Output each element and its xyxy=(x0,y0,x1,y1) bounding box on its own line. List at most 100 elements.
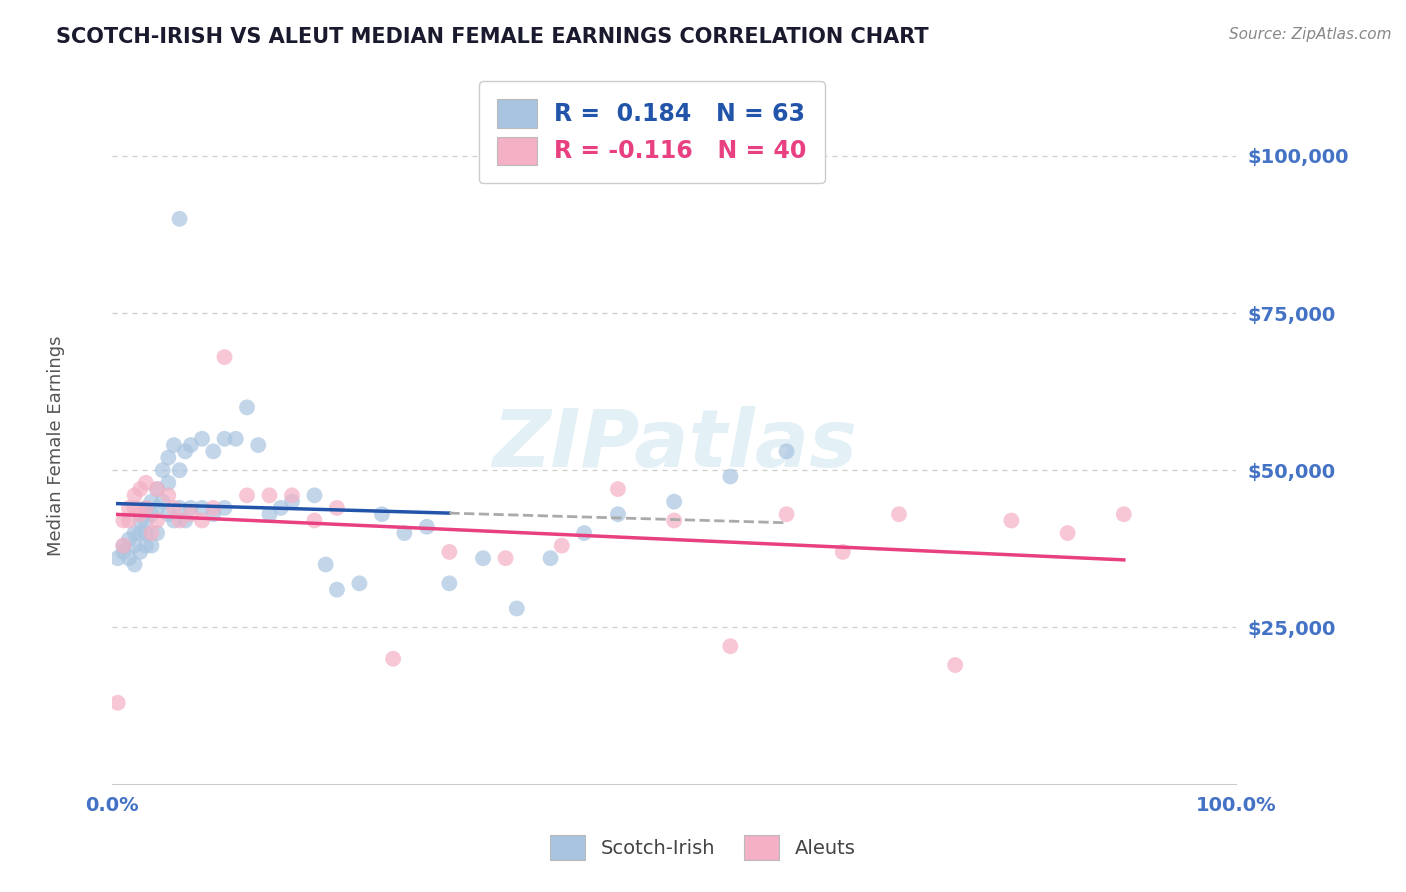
Point xyxy=(157,475,180,490)
Point xyxy=(141,526,163,541)
Point xyxy=(180,438,202,452)
Point xyxy=(169,211,191,226)
Point xyxy=(169,500,191,515)
Point xyxy=(214,500,236,515)
Point xyxy=(326,500,349,515)
Point xyxy=(129,507,152,521)
Point xyxy=(506,601,529,615)
Point xyxy=(472,551,495,566)
Point xyxy=(607,482,630,496)
Point xyxy=(247,438,270,452)
Point xyxy=(135,475,157,490)
Text: ZIPatlas: ZIPatlas xyxy=(492,406,856,484)
Point xyxy=(146,500,169,515)
Point xyxy=(107,696,129,710)
Point xyxy=(157,507,180,521)
Point xyxy=(662,514,685,528)
Point xyxy=(1000,514,1022,528)
Point xyxy=(135,526,157,541)
Point xyxy=(214,350,236,364)
Point xyxy=(304,514,326,528)
Point xyxy=(180,507,202,521)
Point xyxy=(326,582,349,597)
Point xyxy=(775,507,797,521)
Point xyxy=(141,539,163,553)
Point xyxy=(236,401,259,415)
Point xyxy=(107,551,129,566)
Point xyxy=(270,500,292,515)
Point xyxy=(146,526,169,541)
Point xyxy=(174,514,197,528)
Point xyxy=(236,488,259,502)
Point xyxy=(349,576,371,591)
Point xyxy=(943,658,966,673)
Point xyxy=(540,551,562,566)
Legend: Scotch-Irish, Aleuts: Scotch-Irish, Aleuts xyxy=(537,822,869,873)
Point xyxy=(718,639,741,653)
Point xyxy=(202,444,225,458)
Point xyxy=(129,514,152,528)
Point xyxy=(394,526,416,541)
Point xyxy=(495,551,517,566)
Point xyxy=(112,545,135,559)
Point xyxy=(135,500,157,515)
Point xyxy=(157,488,180,502)
Point xyxy=(135,539,157,553)
Point xyxy=(202,500,225,515)
Point xyxy=(135,500,157,515)
Point xyxy=(124,488,146,502)
Point xyxy=(129,526,152,541)
Point xyxy=(574,526,596,541)
Point xyxy=(129,545,152,559)
Point xyxy=(551,539,574,553)
Point xyxy=(225,432,247,446)
Point xyxy=(152,494,174,508)
Point xyxy=(371,507,394,521)
Point xyxy=(191,514,214,528)
Point xyxy=(146,482,169,496)
Point xyxy=(146,482,169,496)
Point xyxy=(124,526,146,541)
Point xyxy=(304,488,326,502)
Point xyxy=(1056,526,1078,541)
Point xyxy=(163,514,186,528)
Point xyxy=(157,450,180,465)
Point xyxy=(129,482,152,496)
Point xyxy=(169,463,191,477)
Legend: R =  0.184   N = 63, R = -0.116   N = 40: R = 0.184 N = 63, R = -0.116 N = 40 xyxy=(479,81,824,183)
Point xyxy=(382,652,405,666)
Point xyxy=(281,488,304,502)
Point xyxy=(662,494,685,508)
Point xyxy=(214,432,236,446)
Point xyxy=(607,507,630,521)
Point xyxy=(259,488,281,502)
Point xyxy=(174,444,197,458)
Point xyxy=(124,500,146,515)
Point xyxy=(112,539,135,553)
Point xyxy=(124,558,146,572)
Point xyxy=(887,507,910,521)
Point xyxy=(146,514,169,528)
Point xyxy=(141,507,163,521)
Point xyxy=(152,463,174,477)
Point xyxy=(118,533,141,547)
Point xyxy=(202,507,225,521)
Point xyxy=(141,494,163,508)
Point xyxy=(1112,507,1135,521)
Point xyxy=(416,520,439,534)
Point xyxy=(439,576,461,591)
Point xyxy=(439,545,461,559)
Point xyxy=(118,551,141,566)
Point xyxy=(831,545,853,559)
Point xyxy=(191,432,214,446)
Point xyxy=(259,507,281,521)
Point xyxy=(775,444,797,458)
Point xyxy=(163,500,186,515)
Point xyxy=(118,500,141,515)
Point xyxy=(315,558,337,572)
Text: SCOTCH-IRISH VS ALEUT MEDIAN FEMALE EARNINGS CORRELATION CHART: SCOTCH-IRISH VS ALEUT MEDIAN FEMALE EARN… xyxy=(56,27,929,46)
Point xyxy=(191,500,214,515)
Point xyxy=(718,469,741,483)
Point xyxy=(169,514,191,528)
Point xyxy=(135,514,157,528)
